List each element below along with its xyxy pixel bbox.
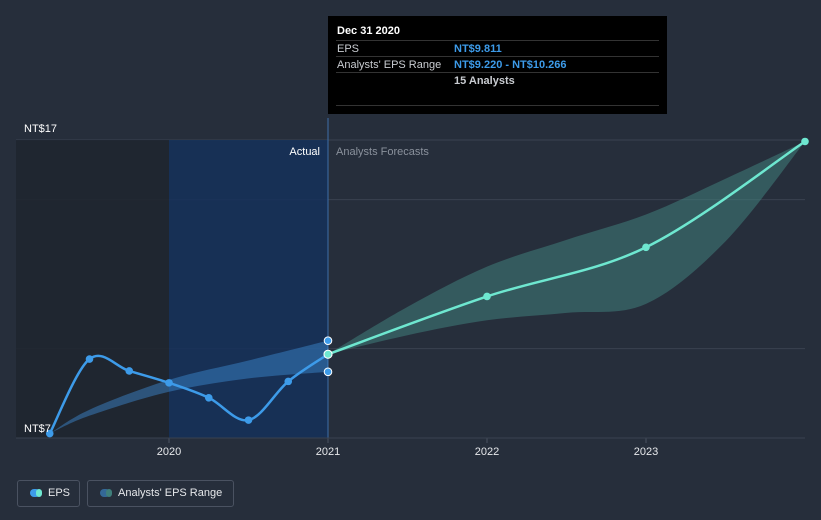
tooltip-label: EPS [337,43,360,55]
tooltip: Dec 31 2020 EPS NT$9.811 Analysts' EPS R… [328,16,667,114]
eps-point-actual[interactable] [165,379,173,387]
tooltip-label: Analysts' EPS Range [337,59,442,71]
y-tick-label: NT$17 [24,123,57,135]
eps-point-forecast[interactable] [801,137,809,146]
legend-range-button[interactable]: Analysts' EPS Range [87,480,234,507]
y-tick-label: NT$7 [24,423,51,435]
past-period-shade [16,140,169,438]
highlight-period-shade [169,140,328,438]
tooltip-row-eps: EPS NT$9.811 [336,40,659,57]
y-axis-labels: NT$17 NT$7 [24,123,57,435]
eps-point-actual[interactable] [244,416,253,424]
actual-label: Actual [289,146,320,158]
forecast-label: Analysts Forecasts [336,146,429,158]
eps-line-forecast [327,140,806,356]
tooltip-value: NT$9.220 - NT$10.266 [454,59,567,71]
eps-point-actual[interactable] [45,429,54,438]
legend-range-label: Analysts' EPS Range [118,487,223,499]
tooltip-row-analysts: 15 Analysts [336,72,659,89]
x-tick-label: 2022 [475,446,499,458]
eps-point-actual[interactable] [204,393,213,402]
eps-point-actual[interactable] [284,377,293,386]
eps-range-bands [49,141,805,434]
eps-point-forecast[interactable] [323,349,333,359]
eps-range-band-forecast [328,141,805,355]
eps-point-actual[interactable] [125,367,134,375]
tooltip-row-range: Analysts' EPS Range NT$9.220 - NT$10.266 [336,56,659,73]
eps-swatch-icon [30,489,40,497]
eps-range-marker[interactable] [323,367,333,377]
eps-forecast-swatch-icon [36,489,42,497]
tooltip-divider [336,105,659,106]
range-swatch-icon [100,489,110,497]
eps-points[interactable] [45,137,809,438]
eps-range-marker[interactable] [323,336,333,345]
eps-point-actual[interactable] [85,355,94,363]
eps-point-forecast[interactable] [483,292,491,301]
x-tick-label: 2021 [316,446,340,458]
legend-eps-button[interactable]: EPS [17,480,80,507]
x-tick-label: 2023 [634,446,658,458]
x-axis-labels: 2020 2021 2022 2023 [157,438,658,458]
legend-eps-label: EPS [48,487,71,499]
tooltip-value: NT$9.811 [454,43,502,55]
tooltip-date: Dec 31 2020 [337,25,400,37]
eps-point-forecast[interactable] [642,243,650,252]
tooltip-analyst-count: 15 Analysts [454,75,515,87]
x-tick-label: 2020 [157,446,181,458]
range-forecast-swatch-icon [106,489,112,497]
eps-range-band-actual [49,340,328,434]
